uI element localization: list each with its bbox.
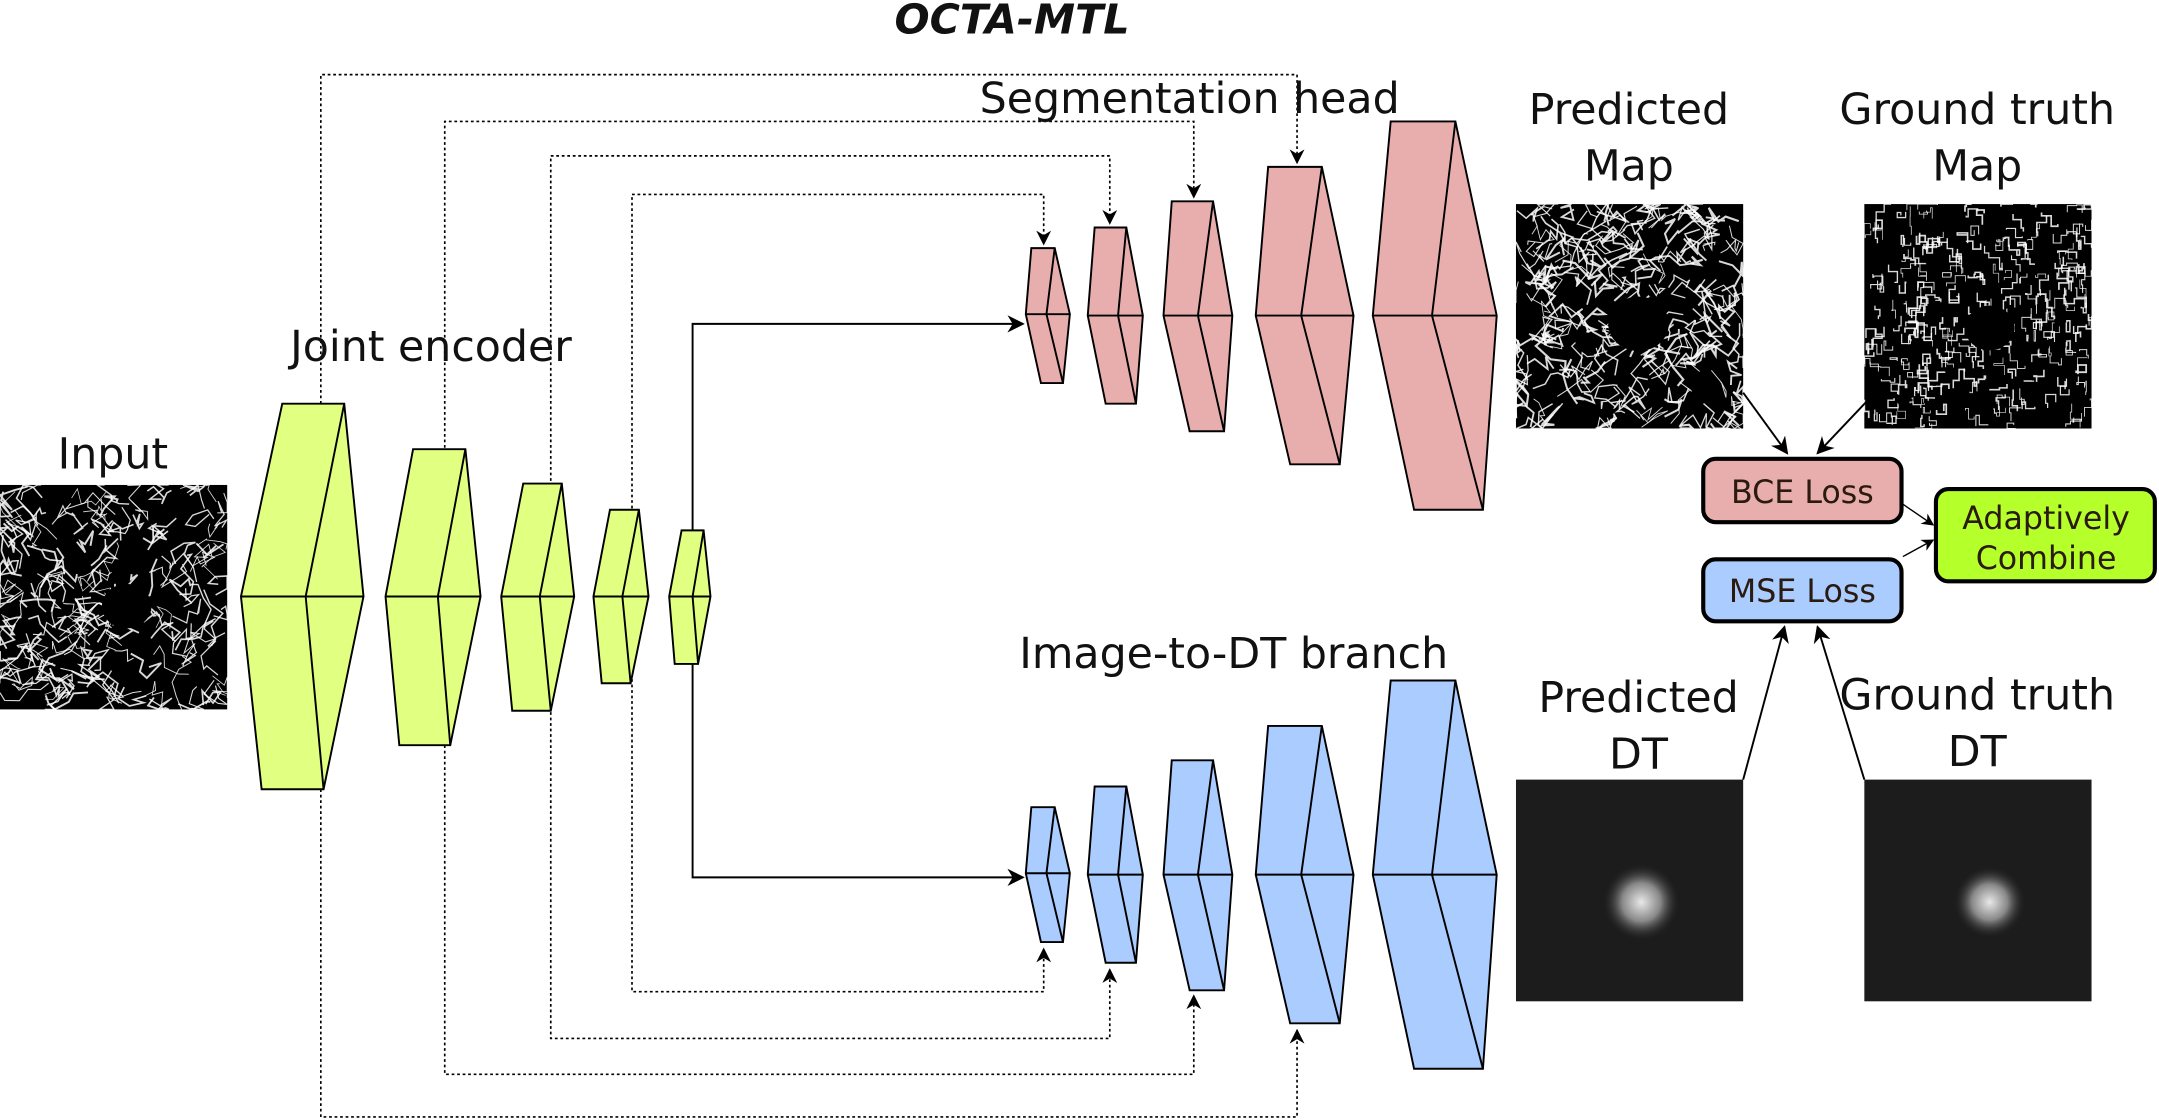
loss-arrows <box>1742 392 1935 780</box>
segmentation-block-1 <box>1024 247 1071 385</box>
joint-encoder-label: Joint encoder <box>287 322 572 372</box>
mse-loss-box: MSE Loss <box>1701 557 1904 624</box>
adaptively-combine-box: Adaptively Combine <box>1933 487 2157 584</box>
segmentation-head-label: Segmentation head <box>980 74 1400 124</box>
input-octa-image <box>0 484 229 711</box>
bce-loss-text: BCE Loss <box>1731 475 1874 511</box>
encoder-block-3 <box>500 482 576 712</box>
diagram-title: OCTA-MTL <box>895 0 1130 43</box>
bce-loss-box: BCE Loss <box>1701 456 1904 525</box>
predicted-map-label: Predicted <box>1529 85 1729 135</box>
segmentation-block-2 <box>1086 226 1144 405</box>
skip-connections <box>319 73 1305 1118</box>
segmentation-block-5 <box>1371 120 1498 511</box>
ground-truth-dt-label: Ground truth <box>1839 670 2115 720</box>
dt-branch-label: Image-to-DT branch <box>1019 629 1448 679</box>
mse-loss-text: MSE Loss <box>1729 574 1876 610</box>
encoder-block-5 <box>668 529 712 665</box>
dt-block-5 <box>1371 679 1498 1070</box>
network-blocks <box>239 120 1498 1070</box>
ground-truth-map-label: Ground truth <box>1839 85 2115 135</box>
segmentation-block-3 <box>1162 200 1234 433</box>
segmentation-block-4 <box>1254 165 1355 466</box>
dt-block-3 <box>1162 759 1234 992</box>
predicted-dt-label: Predicted <box>1538 673 1738 723</box>
encoder-block-2 <box>384 448 482 747</box>
combine-text-2: Combine <box>1976 541 2117 577</box>
encoder-block-4 <box>592 508 650 685</box>
predicted-map-label-2: Map <box>1584 142 1674 192</box>
dt-block-2 <box>1086 785 1144 964</box>
predicted-dt-image <box>1515 779 1744 1002</box>
predicted-map-image <box>1513 202 1745 430</box>
ground-truth-map-image <box>1863 203 2093 430</box>
dt-block-1 <box>1024 806 1071 944</box>
ground-truth-dt-image <box>1864 779 2092 1002</box>
ground-truth-map-label-2: Map <box>1932 142 2022 192</box>
predicted-dt-label-2: DT <box>1609 730 1669 780</box>
dt-block-4 <box>1254 724 1355 1025</box>
ground-truth-dt-label-2: DT <box>1948 727 2008 777</box>
encoder-block-1 <box>239 402 365 791</box>
combine-text-1: Adaptively <box>1962 501 2130 537</box>
input-label: Input <box>58 429 169 479</box>
